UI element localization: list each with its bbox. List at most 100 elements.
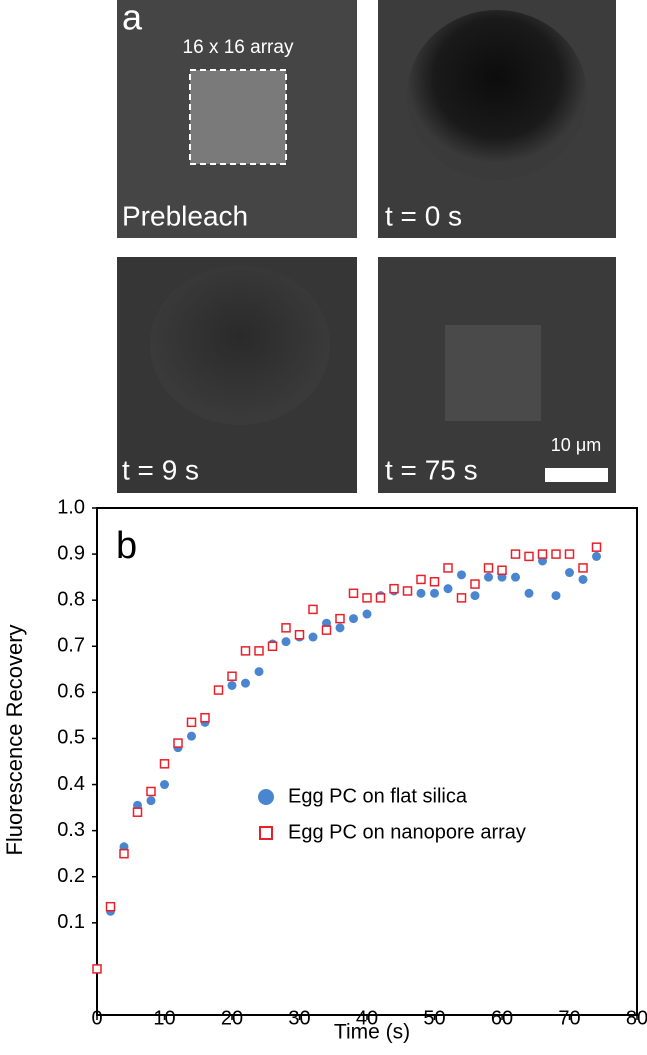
point [362,593,372,603]
point [456,593,467,603]
point [510,549,521,559]
legend-label: Egg PC on flat silica [288,785,468,807]
point [119,848,129,859]
y-tick-label: 0.5 [57,727,85,749]
plot-area [96,507,638,1016]
point [362,609,372,619]
scale-label: 10 μm [551,435,601,455]
y-tick-label: 0.6 [57,681,85,703]
point [537,549,548,559]
y-tick-label: 0.7 [57,635,85,657]
point [470,591,480,601]
y-tick-label: 1.0 [57,496,85,518]
point [159,759,170,769]
point [429,576,440,587]
x-tick-label: 30 [288,1007,310,1029]
point [484,572,493,582]
x-tick-label: 0 [91,1007,102,1029]
point [267,641,278,652]
point [443,563,453,573]
point [348,588,359,599]
point [254,646,264,656]
point [308,604,318,615]
point [470,579,480,589]
point [389,583,399,594]
legend-marker [259,826,273,840]
scale-bar [545,468,608,482]
point [240,646,251,656]
point [565,568,574,578]
point [186,717,197,728]
point [483,563,494,573]
point [457,570,466,580]
y-tick-label: 0.8 [57,588,85,610]
point [241,678,250,688]
array-outline [189,69,287,165]
point [92,964,102,974]
point [524,588,534,598]
y-axis-title: Fluorescence Recovery [2,624,27,855]
point [335,623,345,633]
point [321,625,332,635]
point [524,551,534,562]
point [187,731,196,741]
array-region [190,70,286,164]
point [146,786,156,797]
point [132,807,143,817]
point [349,614,358,624]
point [416,574,426,585]
panel-label: b [116,525,137,567]
x-tick-label: 80 [626,1007,647,1029]
point [227,671,237,681]
array-label: 16 x 16 array [183,37,294,58]
frame-label: Prebleach [122,200,248,231]
x-axis-title: Time (s) [334,1021,410,1044]
point [160,780,169,790]
point [213,685,224,695]
frame-label: t = 9 s [122,454,199,485]
point [375,593,386,603]
point [173,738,183,748]
x-tick-label: 10 [153,1007,175,1029]
bleach-spot [150,265,330,425]
x-tick-label: 20 [221,1007,243,1029]
point [497,565,507,575]
x-tick-label: 40 [356,1007,378,1029]
frame-label: t = 75 s [385,454,478,485]
point [592,551,601,561]
point [511,572,520,582]
x-tick-label: 60 [491,1007,513,1029]
point [308,632,318,642]
frame-label: t = 0 s [385,200,462,231]
y-tick-label: 0.3 [57,819,85,841]
x-tick-label: 50 [423,1007,445,1029]
point [281,623,291,633]
point [294,630,305,640]
point [591,542,602,552]
legend-label: Egg PC on nanopore array [288,821,526,843]
point [105,901,116,912]
point [416,588,426,598]
array-region [445,325,541,421]
point [227,680,237,690]
point [551,549,561,559]
x-tick-label: 70 [558,1007,580,1029]
point [254,667,264,677]
y-tick-label: 0.9 [57,542,85,564]
y-tick-label: 0.2 [57,865,85,887]
legend-marker [258,789,274,805]
y-tick-label: 0.1 [57,911,85,933]
panel-label: a [122,0,143,38]
point [281,637,291,647]
point [146,796,156,806]
point [578,574,588,584]
point [200,712,210,723]
bleach-spot [407,10,587,180]
point [335,613,345,624]
point [402,586,413,596]
y-tick-label: 0.4 [57,773,85,795]
point [564,549,575,559]
point [551,591,561,601]
